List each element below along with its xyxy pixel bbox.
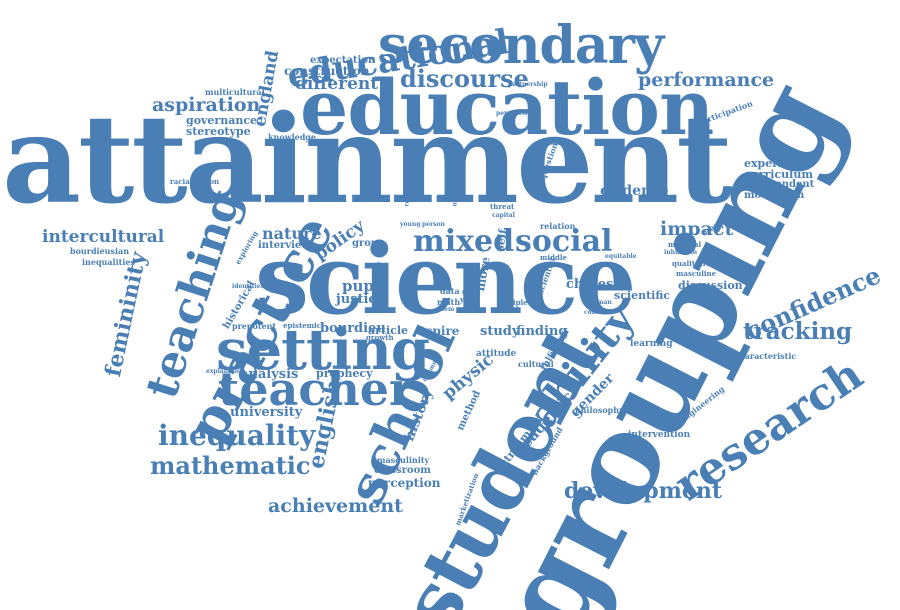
word-achievement: achievement	[268, 495, 403, 517]
word-masculinity: masculinity	[377, 455, 430, 465]
word-finding: finding	[516, 324, 568, 339]
word-perspective: perspective	[496, 110, 535, 117]
word-threat: threat	[490, 202, 515, 211]
word-lower: lower	[436, 196, 455, 203]
word-aspiration: aspiration	[152, 94, 261, 116]
word-stereotype: stereotype	[186, 125, 251, 138]
word-attainment: attainment	[2, 87, 733, 231]
word-different: different	[295, 74, 379, 94]
word-tracking: tracking	[743, 318, 853, 345]
word-mathematic: mathematic	[150, 451, 311, 480]
word-growth: growth	[366, 333, 394, 342]
word-science: science	[255, 223, 636, 336]
word-characteristic: characteristic	[734, 351, 797, 361]
word-education: education	[300, 63, 714, 152]
word-perception: perception	[368, 476, 441, 490]
word-qualitative: qualitative	[672, 259, 715, 268]
word-aspire: aspire	[418, 324, 460, 338]
word-learning: learning	[630, 339, 673, 349]
word-inhibition: inhibition	[664, 249, 698, 256]
word-development: development	[564, 478, 723, 504]
word-intercultural: intercultural	[42, 227, 165, 247]
word-discourse: discourse	[400, 64, 529, 93]
word-mixed: mixed	[413, 224, 515, 259]
word-scientific: scientific	[614, 289, 671, 302]
word-performance: performance	[638, 69, 775, 91]
word-stem: stem	[438, 306, 455, 313]
word-triple: triple	[506, 298, 528, 307]
word-university: university	[230, 405, 303, 420]
word-middle: middle	[540, 253, 567, 262]
word-femininity: femininity	[100, 249, 152, 379]
word-young: young	[400, 221, 421, 228]
word-content: content	[584, 309, 610, 316]
word-classroom: classroom	[374, 465, 431, 476]
word-capital: capital	[492, 212, 515, 219]
word-experience: experience	[744, 157, 811, 170]
word-analysis: analysis	[240, 367, 299, 382]
word-justice: justice	[336, 292, 385, 307]
word-intervention: intervention	[628, 430, 691, 440]
word-secondary: secondary	[378, 15, 664, 76]
word-chinese: chinese	[566, 277, 622, 292]
word-knowledge: knowledge	[268, 132, 316, 142]
word-prophecy: prophecy	[316, 367, 373, 380]
word-prepotent: prepotent	[232, 321, 277, 331]
word-discussion: discussion	[678, 279, 743, 292]
word-impact: impact	[660, 218, 734, 240]
word-bourdieu: bourdieu	[320, 321, 386, 336]
word-article: article	[368, 324, 409, 337]
word-attitude: attitude	[476, 349, 517, 359]
word-masculine: masculine	[676, 269, 717, 278]
word-relation: relation	[540, 221, 576, 231]
word-nature: nature	[262, 224, 322, 243]
word-governance: governance	[186, 114, 258, 127]
word-person: person	[422, 221, 445, 228]
word-independent: independent	[744, 179, 815, 190]
word-year: year	[460, 295, 477, 304]
word-construction: construction	[284, 64, 370, 78]
word-partnership: partnership	[508, 81, 548, 88]
word-woman: woman	[588, 299, 612, 306]
word-pupil: pupil	[342, 277, 386, 295]
word-material: material	[668, 240, 702, 249]
word-epistemic: epistemic	[283, 321, 321, 330]
word-identities: identities	[232, 283, 264, 290]
word-inequalities: inequalities	[82, 257, 135, 267]
word-setting: setting	[216, 317, 430, 383]
word-group: group	[352, 238, 386, 249]
word-equitable: equitable	[605, 253, 637, 260]
word-evidence: evidence	[600, 183, 669, 199]
word-explanation: explanation	[206, 368, 246, 375]
word-bourdieusian: bourdieusian	[70, 246, 130, 256]
word-curriculum: curriculum	[744, 168, 813, 181]
word-math: math	[437, 297, 461, 307]
word-social: social	[515, 224, 613, 259]
word-study: study	[480, 324, 520, 339]
word-primary: primary	[598, 195, 625, 202]
word-interview: interview	[258, 240, 310, 251]
word-motivation: motivation	[744, 190, 805, 201]
word-teacher: teacher	[218, 362, 414, 416]
word-philosophy: philosophy	[575, 405, 624, 415]
word-girl: girl	[462, 287, 476, 296]
word-inequality: inequality	[158, 419, 316, 452]
word-attention: attention	[540, 140, 572, 147]
word-multicultural: multicultural	[205, 87, 265, 97]
word-self: self	[493, 228, 510, 253]
word-cultural: cultural	[518, 359, 554, 369]
word-expectation: expectation	[310, 55, 376, 66]
word-racialisation: racialisation	[170, 177, 220, 186]
word-data: data	[440, 286, 460, 296]
